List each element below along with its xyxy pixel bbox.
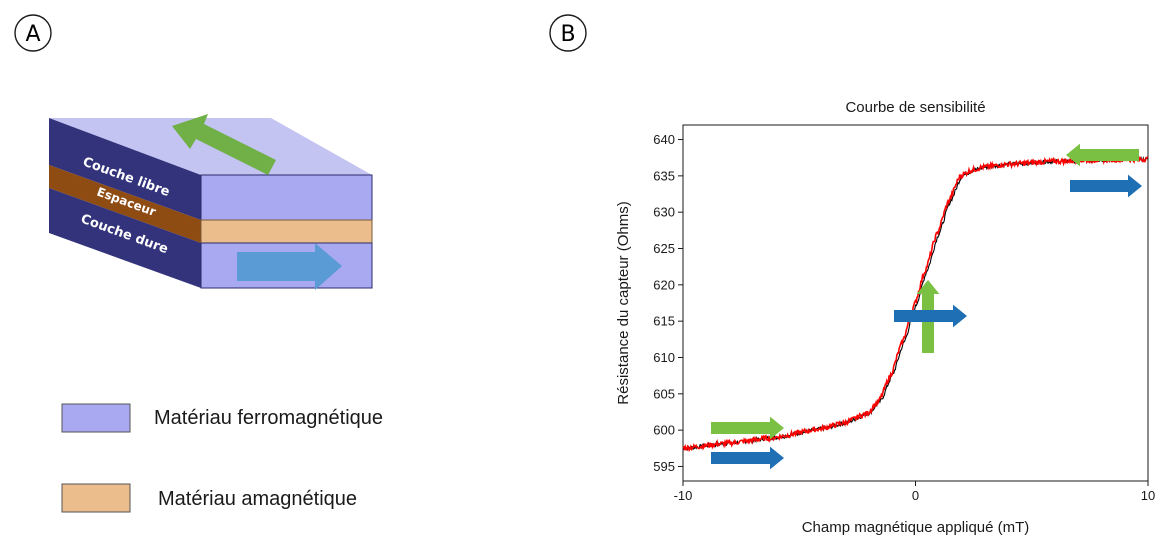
y-tick-label: 605 — [653, 386, 675, 401]
sensitivity-chart: Courbe de sensibilité 595 600 605 610 615 620… — [615, 99, 1155, 536]
legend-swatch-ferromagnetic — [61, 403, 131, 433]
y-tick-label: 620 — [653, 277, 675, 292]
x-tick-label: -10 — [674, 488, 693, 503]
hard-layer-arrow-low-field — [711, 446, 784, 470]
spacer-layer-front-face — [200, 219, 373, 244]
panel-b: B Courbe de sensibilité 595 600 605 610 615 6… — [549, 14, 1155, 536]
x-tick-label: 10 — [1141, 488, 1155, 503]
y-tick-label: 610 — [653, 350, 675, 365]
legend-label-ferromagnetic: Matériau ferromagnétique — [154, 407, 383, 429]
curves — [682, 153, 1149, 452]
legend-swatch-nonmagnetic — [61, 483, 131, 513]
legend: Matériau ferromagnétique Matériau amagné… — [61, 403, 383, 513]
y-tick-label: 600 — [653, 423, 675, 438]
panel-a-tag-label: A — [25, 22, 40, 47]
y-tick-label: 595 — [653, 459, 675, 474]
chart-title: Courbe de sensibilité — [845, 99, 985, 116]
y-tick-label: 625 — [653, 241, 675, 256]
y-tick-label: 640 — [653, 132, 675, 147]
multilayer-stack: Couche libre Espaceur Couche dure — [49, 114, 373, 290]
panel-b-tag-label: B — [560, 22, 575, 47]
panel-a: A Couche libre Espaceur Couche dure — [14, 14, 383, 513]
measured-curve — [682, 156, 1149, 452]
spacer-layer-side-face — [49, 165, 201, 243]
legend-label-nonmagnetic: Matériau amagnétique — [158, 488, 357, 510]
magnetization-arrows — [711, 143, 1142, 470]
sweep-curve — [682, 153, 1149, 452]
panel-b-tag: B — [549, 14, 587, 52]
y-tick-label: 635 — [653, 168, 675, 183]
y-axis: 595 600 605 610 615 620 625 630 635 640 — [653, 132, 683, 474]
x-axis: -10 0 10 — [674, 481, 1155, 503]
hard-layer-arrow-mid-field — [894, 304, 967, 328]
free-layer-arrow-high-field — [1066, 143, 1139, 167]
panel-a-tag: A — [14, 14, 52, 52]
hard-layer-side-face — [49, 188, 201, 288]
x-axis-title: Champ magnétique appliqué (mT) — [802, 519, 1030, 536]
free-layer-magnetization-arrow — [172, 114, 276, 175]
free-layer-top-face — [49, 118, 372, 175]
y-tick-label: 615 — [653, 314, 675, 329]
hard-layer-arrow-high-field — [1070, 174, 1142, 198]
y-axis-title: Résistance du capteur (Ohms) — [615, 201, 632, 404]
free-layer-arrow-low-field — [711, 416, 784, 440]
free-layer-front-face — [200, 174, 373, 221]
hard-layer-magnetization-arrow — [237, 243, 342, 290]
x-tick-label: 0 — [912, 488, 919, 503]
free-layer-side-face — [49, 118, 201, 220]
y-tick-label: 630 — [653, 205, 675, 220]
